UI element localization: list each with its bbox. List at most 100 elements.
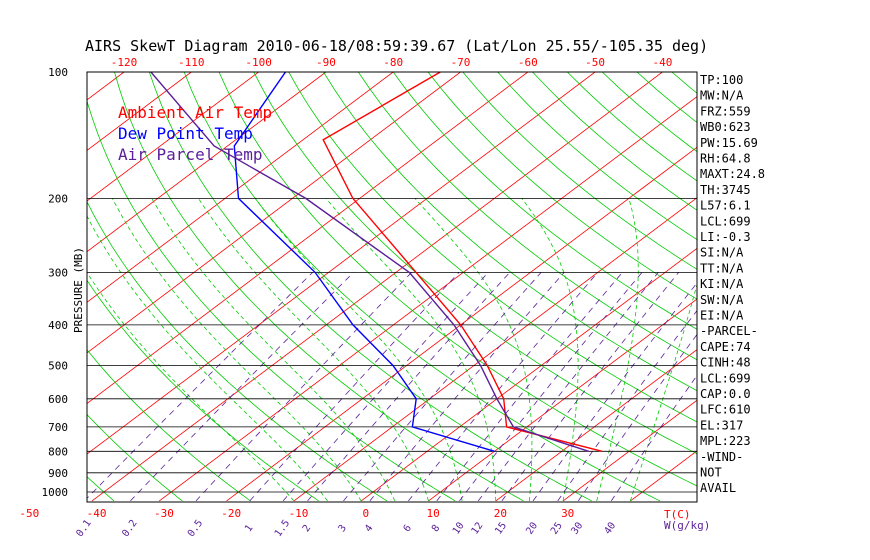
bottom-tick-label: 30 [561,507,574,520]
moist-adiabat-line [630,282,697,501]
mixing-ratio-line [408,272,599,502]
isotherm-line [87,72,461,354]
isotherm-line [159,96,697,502]
mixing-ratio-tick-label: 1.5 [273,518,292,539]
dry-adiabat-line [776,72,870,501]
bottom-tick-label: -40 [87,507,107,520]
mixing-ratio-tick-label: 4 [363,523,375,534]
top-tick-label: -50 [585,56,605,69]
mixing-ratio-line [577,333,697,502]
dry-adiabat-line [357,72,697,361]
index-entry: CAP:0.0 [700,387,751,401]
moist-adiabat-line [87,271,295,502]
dry-adiabat-line [846,72,870,501]
isotherm-line [87,72,529,404]
legend: Ambient Air Temp Dew Point Temp Air Parcel… [118,103,272,164]
top-axis-ticks: -120 -110 -100 -90 -80 -70 -60 -50 -40 [111,56,673,69]
mixing-ratio-ticks: 0.1 0.2 0.5 1 1.5 2 3 4 6 8 10 12 15 20 25 30 40 [74,518,618,539]
x-axis-label: T(C) [664,508,691,521]
mixing-ratio-line [477,272,659,502]
index-entry: EI:N/A [700,309,744,323]
index-entry: MW:N/A [700,89,744,103]
mixing-ratio-tick-label: 6 [402,523,414,534]
bottom-tick-label: -10 [289,507,309,520]
mixing-ratio-line [249,272,460,502]
dry-adiabat-line [427,72,697,300]
dry-adiabat-line [87,476,115,502]
moist-adiabat-line [87,215,328,502]
dry-adiabat-line [253,72,697,455]
index-entry: TP:100 [700,73,743,87]
pressure-label: 800 [48,445,68,458]
index-entry: TH:3745 [700,183,751,197]
index-entry: LI:-0.3 [700,230,751,244]
index-entry: KI:N/A [700,277,744,291]
index-entry: SW:N/A [700,293,744,307]
mixing-ratio-tick-label: 3 [337,523,349,534]
mixing-ratio-line [459,272,643,502]
isotherm-line [360,247,697,502]
dry-adiabat-line [218,72,697,487]
moist-adiabat-line [325,198,497,501]
mixing-ratio-line [87,272,313,499]
mixing-ratio-line [436,272,623,502]
index-entry: FRZ:559 [700,104,751,118]
dry-adiabat-line [288,72,697,423]
index-entry: WB0:623 [700,120,751,134]
mixing-ratio-tick-label: 40 [602,520,618,536]
moist-adiabat-line [254,198,463,501]
legend-entry: Dew Point Temp [118,124,253,143]
mixing-ratio-line [610,374,697,502]
dry-adiabat-line [87,413,183,502]
index-entry: L57:6.1 [700,199,751,213]
index-entry: -PARCEL- [700,324,758,338]
y-axis-label: PRESSURE (MB) [72,247,85,333]
dry-adiabat-line [87,279,319,502]
index-entry: CAPE:74 [700,340,751,354]
top-tick-label: -100 [245,56,272,69]
mixing-ratio-tick-label: 25 [549,520,565,536]
mixing-ratio-tick-label: 8 [430,523,442,534]
moist-adiabat-line [414,198,533,501]
pressure-label: 900 [48,467,68,480]
mixing-ratio-line [501,272,679,502]
dry-adiabat-line [114,72,524,502]
index-entry: PW:15.69 [700,136,758,150]
dry-adiabat-line [811,72,870,501]
pressure-label: 500 [48,360,68,373]
mixing-ratio-tick-label: 15 [493,520,509,536]
mixing-ratio-tick-label: 20 [524,520,540,536]
moist-adiabat-line [596,198,639,501]
background-lines [87,72,870,502]
index-entry: LCL:699 [700,371,751,385]
mixing-ratio-tick-label: 10 [451,520,467,536]
pressure-label: 600 [48,393,68,406]
isotherm-line [87,72,259,202]
moist-adiabat-line [521,198,579,501]
index-entry: LCL:699 [700,214,751,228]
pressure-labels: 100 200 300 400 500 600 700 800 900 1000 [42,66,69,499]
mixing-ratio-tick-label: 12 [470,520,486,536]
series-line [150,72,589,452]
bottom-tick-label: 0 [362,507,369,520]
isotherm-line [91,72,663,502]
top-tick-label: -110 [178,56,205,69]
isotherm-line [765,72,870,501]
index-entry: LFC:610 [700,403,751,417]
chart-title: AIRS SkewT Diagram 2010-06-18/08:59:39.6… [85,37,708,55]
dry-adiabat-line [183,72,661,502]
index-entry: TT:N/A [700,261,744,275]
mixing-ratio-line [130,272,354,502]
dry-adiabat-line [742,72,870,501]
isotherm-line [495,349,697,502]
index-entry: AVAIL [700,481,736,495]
dry-adiabat-line [87,200,388,502]
dry-adiabat-line [87,349,251,502]
bottom-tick-label: -30 [154,507,174,520]
top-tick-label: -80 [383,56,403,69]
bottom-tick-label: 20 [494,507,507,520]
dry-adiabat-line [462,72,697,270]
mixing-ratio-tick-label: 30 [569,520,585,536]
top-tick-label: -60 [518,56,538,69]
